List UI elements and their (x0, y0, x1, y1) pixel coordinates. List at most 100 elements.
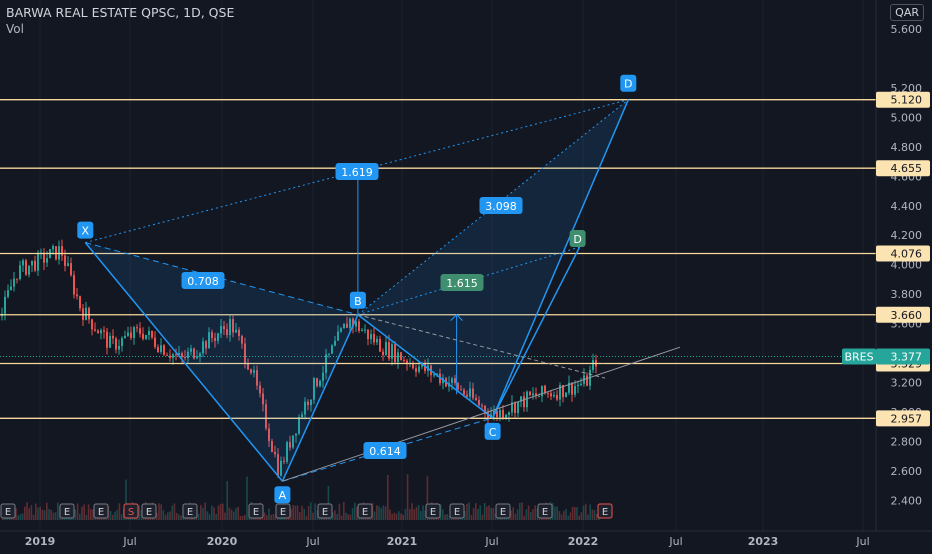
price-tick-label: 5.000 (891, 111, 923, 124)
candle-body (196, 356, 198, 359)
candle-body (91, 319, 93, 330)
candle-body (235, 329, 237, 333)
candle-body (553, 394, 555, 397)
candle-body (193, 348, 195, 359)
ratio-label-xb-box (181, 272, 225, 289)
volume-bar (24, 506, 26, 520)
candle-body (202, 341, 204, 354)
volume-bar (292, 505, 294, 520)
volume-bar (334, 510, 336, 520)
candle-body (211, 332, 213, 338)
volume-bar (393, 512, 396, 520)
candle-body (112, 335, 114, 339)
candle-body (175, 354, 177, 356)
candle-body (133, 327, 135, 338)
level-tag-box (876, 160, 930, 177)
candle-body (253, 370, 255, 373)
volume-bar (270, 514, 272, 520)
volume-bar (402, 514, 404, 520)
volume-bar (472, 507, 475, 520)
ratio-label-bd-box (479, 197, 523, 214)
volume-bar (125, 479, 127, 520)
candle-body (274, 451, 276, 455)
xab-triangle (85, 242, 358, 482)
candle-body (394, 344, 396, 363)
volume-bar (376, 505, 378, 520)
volume-bar (532, 509, 534, 520)
candle-body (70, 263, 72, 276)
candle-body (343, 323, 345, 329)
candle-body (286, 442, 288, 462)
candle-body (535, 393, 537, 397)
candle-body (412, 363, 414, 369)
volume-bar (340, 515, 343, 520)
trendline-lower (282, 346, 681, 482)
event-marker: E (454, 507, 460, 518)
event-marker-box (93, 503, 109, 519)
volume-bar (30, 505, 33, 520)
candle-body (319, 380, 321, 387)
candle-body (97, 330, 99, 334)
price-tick-label: 2.800 (891, 435, 923, 448)
volume-bar (219, 503, 222, 520)
candle-body (76, 294, 78, 297)
candle-body (187, 351, 189, 359)
volume-bar (46, 502, 48, 520)
candle-body (568, 382, 570, 393)
candle-body (457, 383, 459, 390)
pattern-leg (491, 99, 629, 419)
candle-body (328, 353, 330, 355)
volume-bar (354, 502, 356, 520)
candle-body (469, 388, 471, 397)
candle-body (241, 335, 243, 344)
price-tick-label: 5.600 (891, 23, 923, 36)
candle-body (502, 409, 504, 418)
volume-bar (167, 512, 169, 520)
volume-bar (470, 515, 473, 520)
candle-body (52, 246, 54, 250)
volume-bar (116, 509, 118, 520)
symbol-tag-box (842, 348, 876, 365)
volume-bar (274, 514, 277, 520)
point-label-a: A (279, 489, 287, 502)
candle-body (247, 363, 249, 370)
currency-label[interactable]: QAR (890, 4, 924, 21)
price-axis (876, 0, 932, 531)
candle-body (367, 329, 369, 340)
volume-bar (464, 511, 466, 520)
volume-bar (347, 514, 349, 520)
event-marker: E (602, 507, 608, 518)
volume-bar (81, 506, 83, 520)
candle-body (433, 374, 435, 376)
volume-bar (494, 514, 497, 520)
volume-bar (338, 503, 341, 520)
event-marker: S (128, 507, 134, 518)
candle-body (337, 331, 339, 341)
price-tick-label: 4.200 (891, 229, 923, 242)
candle-body (205, 341, 207, 349)
volume-bar (578, 515, 580, 520)
trendline-upper (357, 314, 606, 379)
volume-bar (486, 506, 488, 520)
candle-body (256, 370, 258, 386)
candle-body (460, 389, 462, 391)
candle-body (466, 394, 468, 397)
volume-bar (138, 505, 140, 520)
event-marker-box (0, 503, 16, 519)
event-marker: E (98, 507, 104, 518)
candle-body (223, 326, 225, 330)
candle-body (169, 355, 171, 358)
volume-bar (356, 506, 358, 520)
candle-body (163, 345, 165, 355)
volume-bar (164, 514, 167, 520)
candle-body (55, 246, 57, 260)
volume-bar (156, 512, 158, 520)
candle-body (298, 417, 300, 434)
candle-body (217, 333, 219, 341)
volume-bar (406, 474, 409, 520)
candle-body (37, 252, 39, 271)
candle-body (139, 328, 141, 334)
volume-bar (120, 514, 123, 520)
